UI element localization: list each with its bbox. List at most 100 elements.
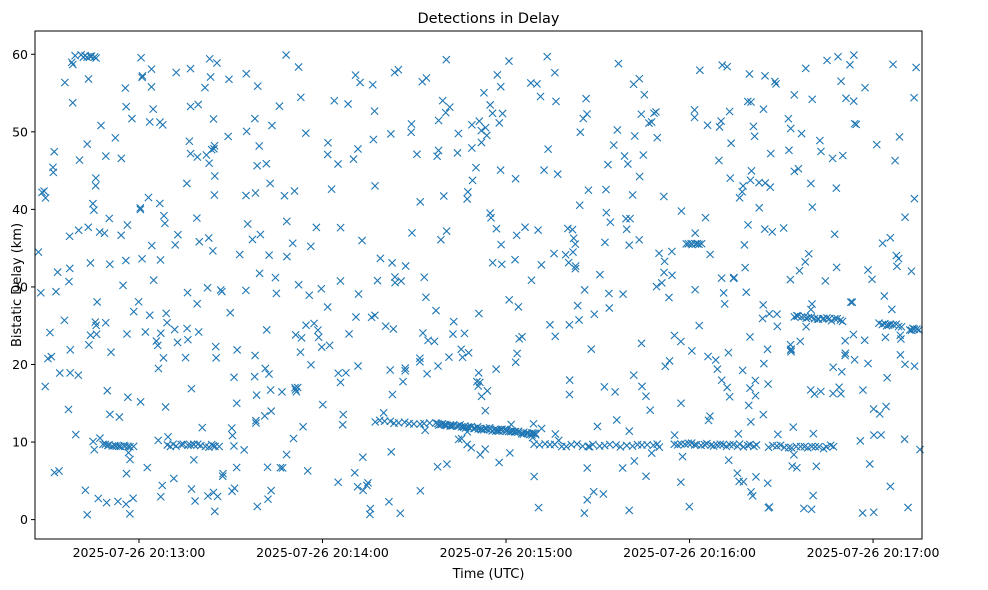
data-point <box>759 300 768 309</box>
data-point <box>907 267 916 276</box>
data-point <box>55 467 63 475</box>
data-point <box>242 127 251 136</box>
data-point <box>434 146 443 155</box>
data-point <box>386 417 395 426</box>
data-point <box>630 131 639 140</box>
data-point <box>488 258 497 267</box>
data-point <box>208 246 217 255</box>
data-point <box>169 474 178 483</box>
data-point <box>749 122 758 131</box>
data-point <box>147 65 156 74</box>
data-point <box>565 376 574 385</box>
data-point <box>738 366 747 375</box>
data-point <box>588 440 597 449</box>
data-point <box>136 203 145 212</box>
data-point <box>660 257 669 266</box>
data-point <box>668 271 677 280</box>
data-point <box>101 440 110 449</box>
data-point <box>424 336 433 345</box>
data-point <box>861 83 870 92</box>
data-point <box>667 247 676 256</box>
data-point <box>210 507 219 516</box>
data-point <box>724 456 733 465</box>
data-point <box>573 301 582 310</box>
data-point <box>606 218 615 227</box>
data-point <box>751 391 760 400</box>
data-point <box>209 115 218 123</box>
data-point <box>421 293 430 302</box>
data-point <box>129 494 138 503</box>
data-point <box>786 275 795 284</box>
data-point <box>183 335 192 344</box>
data-point <box>763 345 772 354</box>
data-point <box>400 418 409 427</box>
data-point <box>665 356 674 365</box>
data-point <box>193 153 202 162</box>
data-point <box>292 387 301 396</box>
data-point <box>74 371 83 380</box>
data-point <box>796 442 805 451</box>
data-point <box>621 214 630 223</box>
data-point <box>266 179 275 188</box>
data-point <box>838 317 847 326</box>
data-point <box>583 109 592 118</box>
data-point <box>746 176 755 185</box>
data-point <box>886 482 895 491</box>
data-point <box>60 78 69 87</box>
data-point <box>887 305 896 314</box>
data-point <box>761 71 769 80</box>
data-point <box>267 121 276 130</box>
data-point <box>198 423 207 432</box>
data-point <box>511 255 520 264</box>
data-point <box>51 287 60 296</box>
data-point <box>475 378 484 387</box>
data-point <box>534 503 543 512</box>
data-point <box>210 191 219 199</box>
data-point <box>916 445 924 454</box>
data-point <box>271 273 280 282</box>
data-point <box>193 299 202 308</box>
data-point <box>394 65 403 74</box>
data-point <box>260 411 269 420</box>
data-point <box>605 440 614 449</box>
data-point <box>883 373 892 382</box>
data-point <box>829 363 838 372</box>
data-point <box>34 248 43 257</box>
data-point <box>373 276 382 285</box>
x-axis-ticks: 2025-07-26 20:13:00 2025-07-26 20:14:00 20… <box>73 539 939 560</box>
data-point <box>773 430 782 439</box>
data-point <box>644 119 653 128</box>
data-point <box>206 73 215 82</box>
data-point <box>764 380 773 389</box>
data-point <box>821 276 830 285</box>
data-point <box>801 257 810 266</box>
data-point <box>251 416 260 425</box>
data-point <box>267 486 276 495</box>
data-point <box>117 154 126 163</box>
data-point <box>787 347 796 356</box>
data-point <box>163 318 172 327</box>
data-point <box>204 233 213 242</box>
data-point <box>637 110 646 119</box>
data-point <box>172 442 181 451</box>
data-point <box>212 59 221 67</box>
data-point <box>571 240 580 249</box>
data-point <box>727 139 736 148</box>
data-point <box>416 486 425 495</box>
data-point <box>481 123 490 132</box>
data-point <box>389 324 398 333</box>
data-point <box>505 295 514 304</box>
data-point <box>251 189 260 197</box>
data-point <box>540 166 549 175</box>
data-point <box>91 174 100 183</box>
data-point <box>306 242 315 251</box>
data-point <box>144 193 153 202</box>
data-point <box>733 469 742 478</box>
data-point <box>569 248 577 257</box>
data-point <box>493 70 502 79</box>
data-point <box>215 442 224 451</box>
data-point <box>759 359 768 368</box>
data-point <box>752 440 761 449</box>
data-point <box>370 107 379 116</box>
data-point <box>678 452 687 461</box>
